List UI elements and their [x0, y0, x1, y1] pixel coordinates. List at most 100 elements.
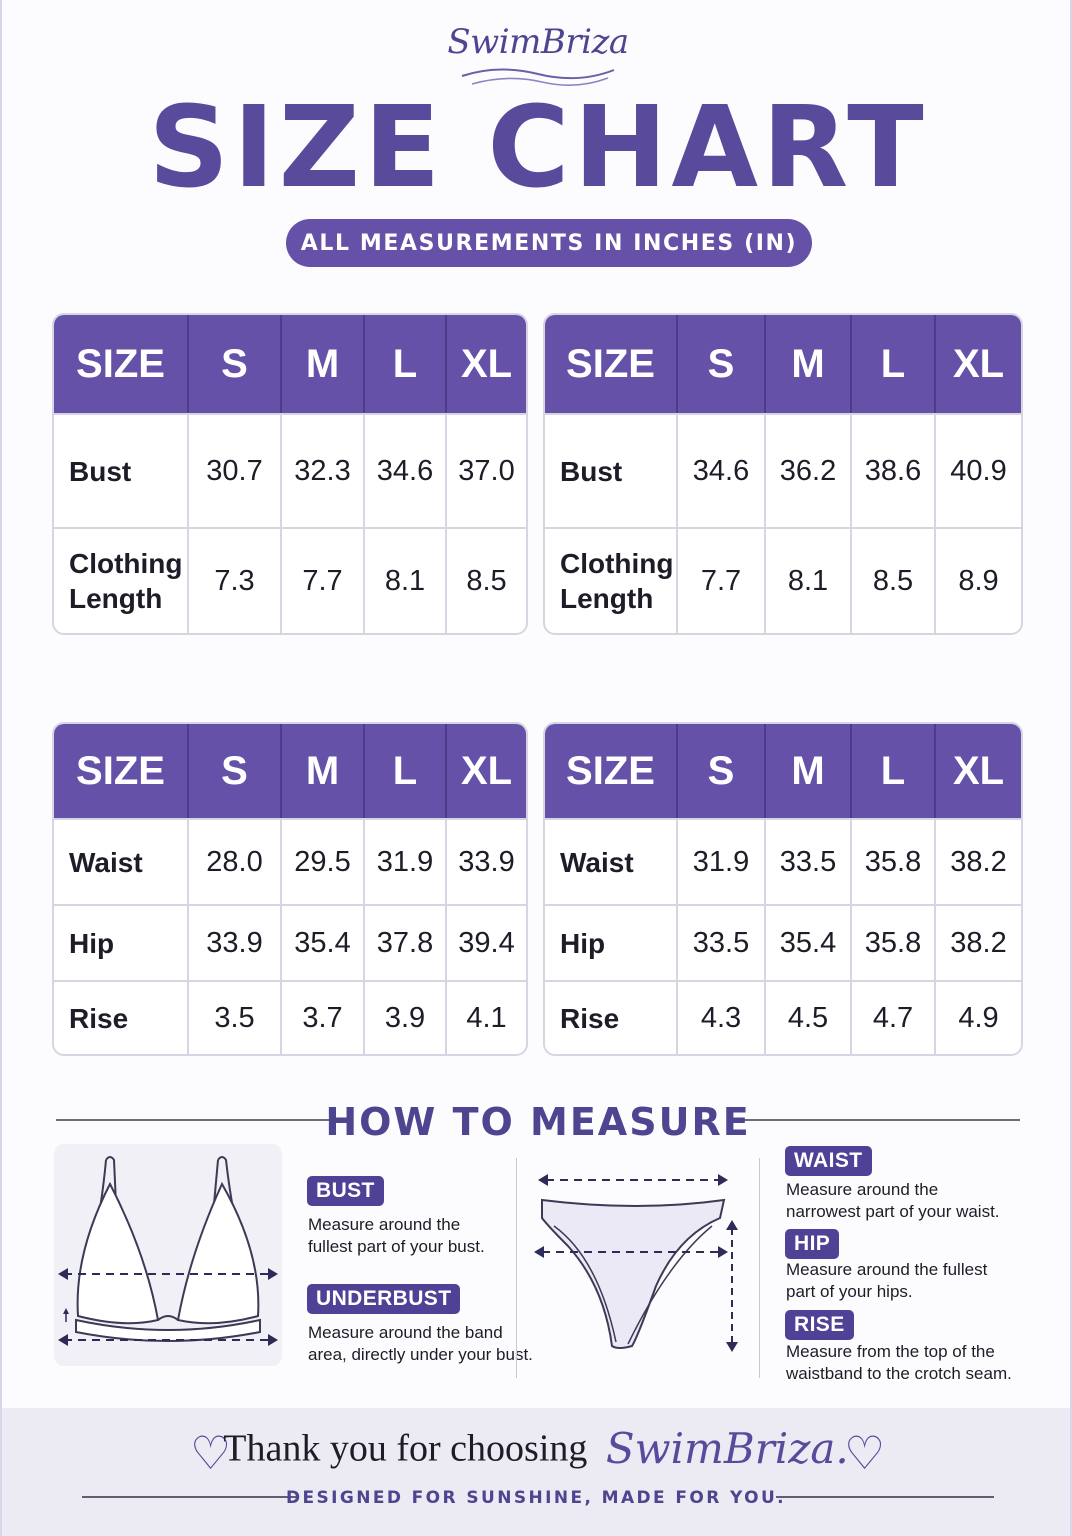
row-label: Rise [560, 1002, 620, 1034]
table-row: Hip 33.9 35.4 37.8 39.4 [54, 904, 526, 980]
header-size: SIZE [76, 341, 165, 386]
value-cell: 8.5 [445, 529, 526, 633]
value-cell: 38.2 [934, 820, 1021, 904]
value-cell: 33.9 [187, 906, 280, 980]
table-header-row: SIZE S M L XL [545, 724, 1021, 818]
value-cell: 37.8 [363, 906, 445, 980]
waist-tag: WAIST [785, 1146, 872, 1176]
header-m: M [280, 724, 363, 818]
how-to-measure-header: HOW TO MEASURE [56, 1100, 1020, 1144]
heart-icon: ♡ [844, 1426, 886, 1480]
desc-line: area, directly under your bust. [308, 1345, 533, 1365]
value-cell: 3.5 [187, 982, 280, 1054]
desc-line: Measure around the [308, 1215, 461, 1234]
bikini-bottom-icon [534, 1174, 738, 1352]
value-cell: 31.9 [676, 820, 764, 904]
value-cell: 38.2 [934, 906, 1021, 980]
value-cell: 35.4 [764, 906, 850, 980]
value-cell: 35.8 [850, 906, 934, 980]
desc-line: Measure around the fullest [786, 1260, 988, 1279]
header-l: L [850, 315, 934, 413]
table-header-row: SIZE S M L XL [545, 315, 1021, 413]
thank-you-text: Thank you for choosing [223, 1427, 588, 1470]
value-cell: 35.8 [850, 820, 934, 904]
header-xl: XL [934, 315, 1021, 413]
value-cell: 4.1 [445, 982, 526, 1054]
table-row: Waist 28.0 29.5 31.9 33.9 [54, 818, 526, 904]
header-size: SIZE [566, 748, 655, 793]
table-header-row: SIZE S M L XL [54, 315, 526, 413]
value-cell: 30.7 [187, 415, 280, 527]
value-cell: 31.9 [363, 820, 445, 904]
section-title: HOW TO MEASURE [325, 1100, 751, 1144]
value-cell: 32.3 [280, 415, 363, 527]
divider [776, 1496, 994, 1498]
tagline: DESIGNED FOR SUNSHINE, MADE FOR YOU. [285, 1488, 787, 1508]
value-cell: 39.4 [445, 906, 526, 980]
header-m: M [280, 315, 363, 413]
hip-description: Measure around the fullest part of your … [786, 1259, 987, 1303]
size-table-top-bikini-1: SIZE S M L XL Bust 30.7 32.3 34.6 37.0 C… [52, 313, 528, 635]
desc-line: Measure from the top of the [786, 1342, 995, 1361]
value-cell: 38.6 [850, 415, 934, 527]
table-header-row: SIZE S M L XL [54, 724, 526, 818]
value-cell: 4.3 [676, 982, 764, 1054]
header-xl: XL [934, 724, 1021, 818]
value-cell: 4.7 [850, 982, 934, 1054]
header-m: M [764, 724, 850, 818]
header-xl: XL [445, 315, 526, 413]
value-cell: 4.9 [934, 982, 1021, 1054]
header-m: M [764, 315, 850, 413]
desc-line: waistband to the crotch seam. [786, 1364, 1012, 1384]
header-l: L [363, 315, 445, 413]
value-cell: 33.5 [676, 906, 764, 980]
row-label: Rise [69, 1002, 129, 1034]
size-table-bottom-2: SIZE S M L XL Waist 31.9 33.5 35.8 38.2 … [543, 722, 1023, 1056]
waist-description: Measure around the narrowest part of you… [786, 1179, 1000, 1223]
value-cell: 7.7 [676, 529, 764, 633]
bikini-top-illustration [54, 1144, 282, 1366]
wave-icon [461, 68, 615, 86]
units-badge: ALL MEASUREMENTS IN INCHES (IN) [286, 219, 812, 267]
desc-line: Measure around the band [308, 1323, 503, 1342]
row-label: Waist [560, 846, 634, 878]
header-s: S [676, 315, 764, 413]
divider [759, 1158, 760, 1378]
page-title: SIZE CHART [148, 83, 928, 213]
value-cell: 34.6 [676, 415, 764, 527]
table-row: Clothing Length 7.7 8.1 8.5 8.9 [545, 527, 1021, 633]
table-row: Rise 4.3 4.5 4.7 4.9 [545, 980, 1021, 1054]
table-row: Bust 34.6 36.2 38.6 40.9 [545, 413, 1021, 527]
bust-tag: BUST [307, 1176, 384, 1206]
rise-tag: RISE [785, 1310, 854, 1340]
header-s: S [187, 724, 280, 818]
size-table-bottom-1: SIZE S M L XL Waist 28.0 29.5 31.9 33.9 … [52, 722, 528, 1056]
footer-band [2, 1408, 1070, 1536]
table-row: Bust 30.7 32.3 34.6 37.0 [54, 413, 526, 527]
table-row: Hip 33.5 35.4 35.8 38.2 [545, 904, 1021, 980]
header-size: SIZE [76, 748, 165, 793]
value-cell: 33.5 [764, 820, 850, 904]
desc-line: narrowest part of your waist. [786, 1202, 1000, 1222]
header-l: L [850, 724, 934, 818]
row-label: Bust [69, 455, 132, 487]
value-cell: 36.2 [764, 415, 850, 527]
divider [56, 1119, 346, 1121]
table-row: Waist 31.9 33.5 35.8 38.2 [545, 818, 1021, 904]
thank-you-message: Thank you for choosing SwimBriza. [2, 1424, 1070, 1473]
row-label: Waist [69, 846, 143, 878]
footer-brand-logo: SwimBriza. [605, 1424, 849, 1473]
heart-icon: ♡ [190, 1426, 232, 1480]
value-cell: 8.1 [764, 529, 850, 633]
bikini-top-icon [58, 1156, 278, 1346]
desc-line: part of your hips. [786, 1282, 913, 1302]
header-size: SIZE [566, 341, 655, 386]
row-label: Clothing Length [560, 548, 674, 614]
table-row: Rise 3.5 3.7 3.9 4.1 [54, 980, 526, 1054]
underbust-tag: UNDERBUST [307, 1284, 461, 1314]
row-label: Bust [560, 455, 623, 487]
value-cell: 8.1 [363, 529, 445, 633]
rise-description: Measure from the top of the waistband to… [786, 1341, 1012, 1385]
value-cell: 34.6 [363, 415, 445, 527]
